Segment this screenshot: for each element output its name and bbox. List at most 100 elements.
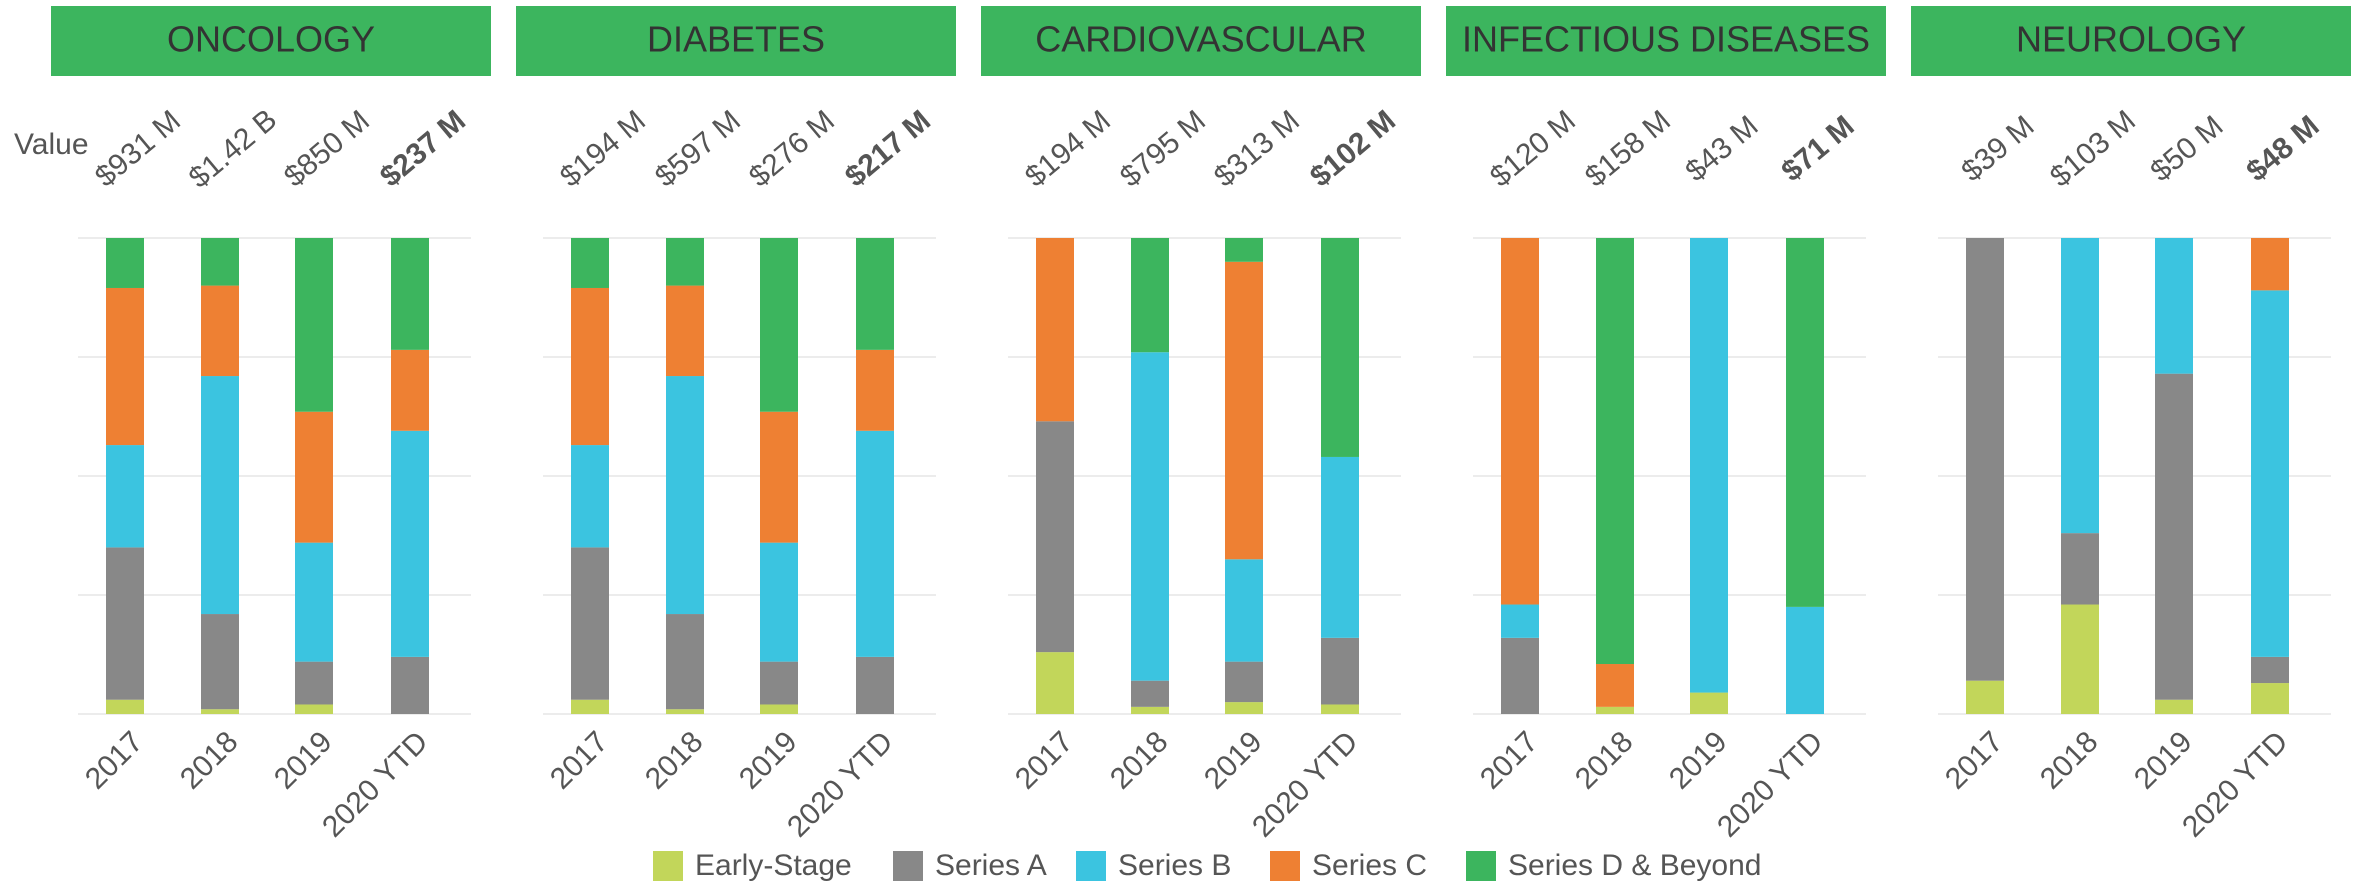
legend-label: Series C: [1312, 849, 1427, 882]
bar-segment: [2155, 238, 2193, 374]
bar-segment: [760, 704, 798, 714]
bar-segment: [1501, 238, 1539, 605]
total-label: $237 M: [374, 104, 472, 194]
bar-segment: [571, 445, 609, 548]
bar-segment: [760, 411, 798, 543]
bar-segment: [1036, 421, 1074, 653]
bar-segment: [1321, 637, 1359, 705]
bar-segment: [1036, 238, 1074, 422]
total-label: $217 M: [839, 104, 937, 194]
bar-segment: [856, 430, 894, 657]
panel-title: ONCOLOGY: [167, 19, 375, 60]
total-label: $1.42 B: [183, 103, 283, 195]
bar-segment: [571, 287, 609, 446]
bar-segment: [2251, 683, 2289, 714]
bar-segment: [106, 699, 144, 714]
bar-segment: [666, 238, 704, 286]
x-tick-label: 2018: [639, 725, 710, 796]
legend-swatch: [653, 851, 683, 881]
bar-segment: [201, 238, 239, 286]
bar-segment: [1036, 652, 1074, 714]
legend-label: Series A: [935, 849, 1047, 882]
panel-header: [1911, 6, 2351, 76]
bar-segment: [201, 614, 239, 710]
bar-segment: [295, 704, 333, 714]
bar-segment: [1131, 680, 1169, 707]
x-tick-label: 2020 YTD: [1246, 725, 1364, 843]
bar-segment: [571, 547, 609, 700]
bar-segment: [201, 709, 239, 714]
bar-segment: [201, 376, 239, 615]
bar-segment: [391, 656, 429, 714]
bar-segment: [1596, 664, 1634, 707]
total-label: $158 M: [1579, 104, 1677, 194]
panel-header: [51, 6, 491, 76]
bar-segment: [106, 287, 144, 446]
bar-segment: [106, 547, 144, 700]
bar-segment: [1690, 692, 1728, 714]
panel-header: [981, 6, 1421, 76]
bar-segment: [1321, 704, 1359, 714]
bar-segment: [1596, 238, 1634, 665]
bar-segment: [1131, 706, 1169, 714]
bar-segment: [106, 238, 144, 288]
bar-segment: [2251, 656, 2289, 684]
panel-title: INFECTIOUS DISEASES: [1462, 19, 1870, 60]
bar-segment: [391, 238, 429, 350]
total-label: $50 M: [2144, 109, 2229, 188]
bar-segment: [295, 238, 333, 412]
x-tick-label: 2017: [1939, 725, 2010, 796]
legend-swatch: [1076, 851, 1106, 881]
total-label: $102 M: [1304, 104, 1402, 194]
legend-swatch: [893, 851, 923, 881]
bar-segment: [1321, 456, 1359, 638]
legend-label: Series D & Beyond: [1508, 849, 1761, 882]
bar-segment: [856, 349, 894, 431]
bar-segment: [571, 238, 609, 288]
x-tick-label: 2019: [733, 725, 804, 796]
bar-segment: [1131, 352, 1169, 681]
legend-swatch: [1270, 851, 1300, 881]
bar-segment: [2155, 699, 2193, 714]
x-tick-label: 2018: [2034, 725, 2105, 796]
x-tick-label: 2019: [1198, 725, 1269, 796]
bar-segment: [2251, 290, 2289, 657]
bar-segment: [2155, 373, 2193, 700]
bar-segment: [760, 661, 798, 705]
x-tick-label: 2019: [268, 725, 339, 796]
x-tick-label: 2017: [1474, 725, 1545, 796]
bar-segment: [295, 661, 333, 705]
bar-segment: [760, 542, 798, 662]
bar-segment: [2061, 604, 2099, 714]
x-tick-label: 2019: [1663, 725, 1734, 796]
x-tick-label: 2020 YTD: [2176, 725, 2294, 843]
y-axis-label: Value: [14, 128, 89, 161]
x-tick-label: 2018: [174, 725, 245, 796]
bar-segment: [666, 285, 704, 377]
x-tick-label: 2020 YTD: [316, 725, 434, 843]
bar-segment: [666, 614, 704, 710]
bar-segment: [1690, 238, 1728, 693]
panel-title: CARDIOVASCULAR: [1035, 19, 1366, 60]
total-label: $120 M: [1484, 104, 1582, 194]
x-tick-label: 2017: [544, 725, 615, 796]
legend-label: Series B: [1118, 849, 1231, 882]
panel-header: [1446, 6, 1886, 76]
bar-segment: [856, 656, 894, 714]
x-tick-label: 2018: [1104, 725, 1175, 796]
bar-segment: [1786, 606, 1824, 714]
x-tick-label: 2019: [2128, 725, 2199, 796]
bar-segment: [295, 411, 333, 543]
x-tick-label: 2020 YTD: [1711, 725, 1829, 843]
total-label: $597 M: [649, 104, 747, 194]
total-label: $71 M: [1775, 109, 1860, 188]
bar-segment: [1225, 238, 1263, 262]
x-tick-label: 2018: [1569, 725, 1640, 796]
total-label: $795 M: [1114, 104, 1212, 194]
bar-segment: [1225, 559, 1263, 662]
bar-segment: [1225, 702, 1263, 714]
bar-segment: [2061, 533, 2099, 605]
bar-segment: [106, 445, 144, 548]
total-label: $276 M: [743, 104, 841, 194]
